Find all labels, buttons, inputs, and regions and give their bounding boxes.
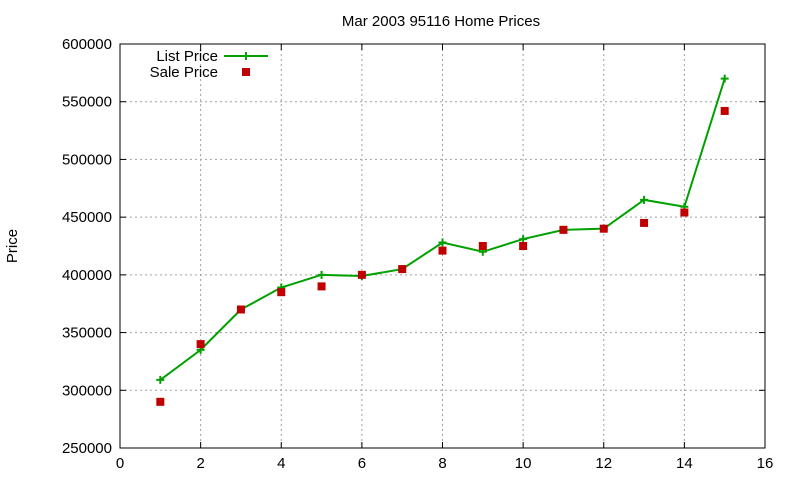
sale-price-point xyxy=(559,225,568,234)
legend-swatch-marker xyxy=(242,52,250,60)
x-tick-label: 10 xyxy=(515,455,532,472)
y-tick-label: 600000 xyxy=(62,36,112,53)
list-price-point xyxy=(519,235,528,244)
y-tick-label: 300000 xyxy=(62,382,112,399)
y-tick-label: 250000 xyxy=(62,440,112,457)
list-price-point xyxy=(640,195,649,204)
x-tick-label: 12 xyxy=(595,455,612,472)
sale-price-point xyxy=(357,270,366,279)
sale-price-point xyxy=(640,218,649,227)
y-tick-label: 450000 xyxy=(62,209,112,226)
sale-price-point xyxy=(196,340,205,349)
sale-price-point xyxy=(236,305,245,314)
sale-price-point xyxy=(277,288,286,297)
sale-price-point xyxy=(599,224,608,233)
y-tick-label: 400000 xyxy=(62,267,112,284)
x-tick-label: 16 xyxy=(757,455,774,472)
sale-price-point xyxy=(519,242,528,250)
sale-price-point xyxy=(317,282,326,291)
y-tick-label: 350000 xyxy=(62,325,112,342)
list-price-point xyxy=(156,375,165,384)
sale-price-point xyxy=(156,397,165,406)
list-price-point xyxy=(317,270,326,279)
sale-price-point xyxy=(398,265,407,274)
x-tick-label: 2 xyxy=(196,455,204,472)
sale-price-point xyxy=(438,246,447,255)
list-price-point xyxy=(720,74,729,83)
list-price-point xyxy=(438,238,447,247)
x-tick-label: 8 xyxy=(438,455,446,472)
sale-price-point xyxy=(478,242,487,250)
x-tick-label: 0 xyxy=(116,455,124,472)
x-tick-label: 4 xyxy=(277,455,285,472)
series-sale-price xyxy=(156,106,729,406)
legend-label: List Price xyxy=(156,48,218,65)
y-tick-label: 550000 xyxy=(62,94,112,111)
legend-swatch-marker xyxy=(242,68,250,76)
sale-price-point xyxy=(680,208,689,217)
chart-title: Mar 2003 95116 Home Prices xyxy=(342,13,540,30)
series-layer xyxy=(156,74,729,406)
x-tick-label: 14 xyxy=(676,455,693,472)
tick-layer: 250000 300000 350000 400000 450000 500000 5500… xyxy=(62,36,773,472)
y-axis-label: Price xyxy=(4,229,21,263)
sale-price-point xyxy=(720,106,729,115)
x-tick-label: 6 xyxy=(358,455,366,472)
legend-label: Sale Price xyxy=(150,64,218,81)
y-tick-label: 500000 xyxy=(62,151,112,168)
